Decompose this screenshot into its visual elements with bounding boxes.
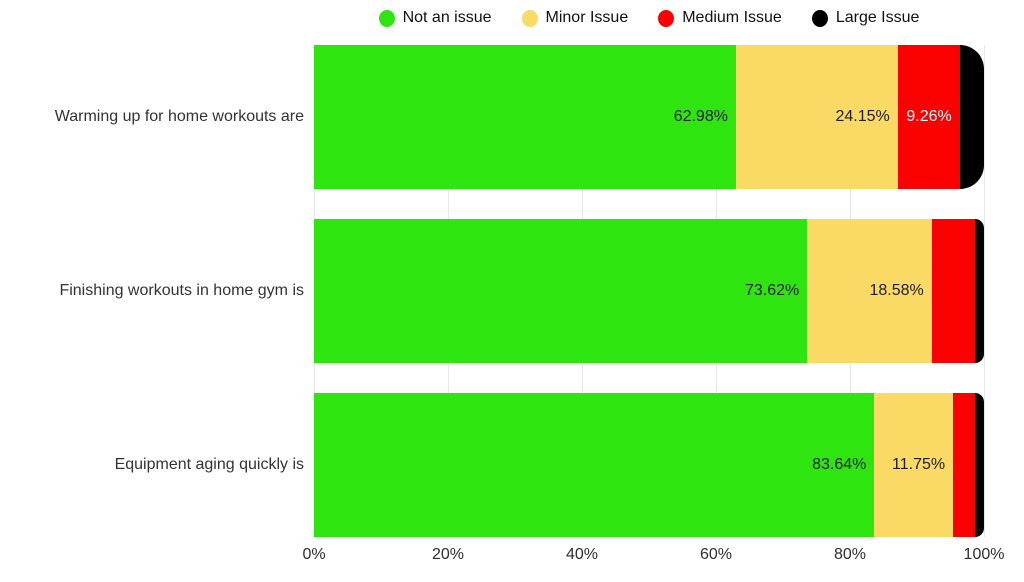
segment-value-label: 73.62% bbox=[744, 282, 800, 299]
legend-swatch-large-issue bbox=[811, 9, 828, 27]
bar-segment-not-an-issue: 62.98% bbox=[314, 45, 736, 189]
legend-item-large-issue: Large Issue bbox=[811, 9, 920, 27]
segment-value-label: 11.75% bbox=[892, 456, 946, 473]
segment-value-label: 18.58% bbox=[869, 282, 924, 299]
segment-value-label: 9.26% bbox=[906, 108, 952, 125]
bar-row-warming-up-for-home-workouts-are: Warming up for home workouts are 62.98% 24… bbox=[55, 45, 984, 189]
legend-swatch-medium-issue bbox=[658, 9, 675, 27]
segment-value-label: 83.64% bbox=[812, 456, 867, 473]
segment-value-label: 62.98% bbox=[673, 108, 728, 125]
legend-label: Large Issue bbox=[835, 9, 920, 26]
x-tick-label-100: 100% bbox=[963, 546, 1005, 563]
bar-row-finishing-workouts-in-home-gym-is: Finishing workouts in home gym is 73.62% 1… bbox=[59, 219, 984, 363]
bar-segment-large-issue bbox=[959, 45, 984, 189]
x-tick-label-20: 20% bbox=[431, 546, 465, 563]
legend-label: Medium Issue bbox=[682, 9, 782, 26]
legend-swatch-not-an-issue bbox=[378, 9, 395, 27]
bar-segment-large-issue bbox=[975, 219, 984, 363]
category-label: Warming up for home workouts are bbox=[54, 108, 304, 125]
legend-item-medium-issue: Medium Issue bbox=[658, 9, 782, 27]
bar-segment-medium-issue bbox=[931, 219, 976, 363]
gridline-100 bbox=[984, 45, 985, 537]
legend-item-not-an-issue: Not an issue bbox=[378, 9, 492, 27]
x-tick-label-0: 0% bbox=[302, 546, 326, 563]
bar-segment-not-an-issue: 83.64% bbox=[314, 393, 875, 537]
legend-item-minor-issue: Minor Issue bbox=[521, 9, 629, 27]
bar-segment-minor-issue: 18.58% bbox=[807, 219, 932, 363]
legend-label: Minor Issue bbox=[545, 9, 629, 26]
chart-legend: Not an issue Minor Issue Medium Issue Large… bbox=[314, 6, 984, 30]
category-label: Finishing workouts in home gym is bbox=[59, 282, 304, 299]
plot-area: Warming up for home workouts are 62.98% 24… bbox=[55, 45, 985, 537]
bar-segment-medium-issue bbox=[953, 393, 976, 537]
bar-segment-minor-issue: 11.75% bbox=[874, 393, 954, 537]
x-tick-label-60: 60% bbox=[699, 546, 733, 563]
bar-segment-minor-issue: 24.15% bbox=[735, 45, 898, 189]
x-axis: 0% 20% 40% 60% 80% 100% bbox=[302, 546, 1004, 570]
bar-segment-large-issue bbox=[975, 393, 984, 537]
x-tick-label-40: 40% bbox=[565, 546, 599, 563]
legend-swatch-minor-issue bbox=[521, 9, 538, 27]
legend-label: Not an issue bbox=[402, 9, 492, 26]
stacked-bar-chart: Not an issue Minor Issue Medium Issue Large… bbox=[0, 6, 1024, 582]
x-tick-label-80: 80% bbox=[833, 546, 867, 563]
category-label: Equipment aging quickly is bbox=[114, 456, 304, 473]
segment-value-label: 24.15% bbox=[835, 108, 890, 125]
bar-segment-not-an-issue: 73.62% bbox=[314, 219, 808, 363]
bar-row-equipment-aging-quickly-is: Equipment aging quickly is 83.64% 11.75% bbox=[115, 393, 984, 537]
bar-segment-medium-issue: 9.26% bbox=[897, 45, 960, 189]
